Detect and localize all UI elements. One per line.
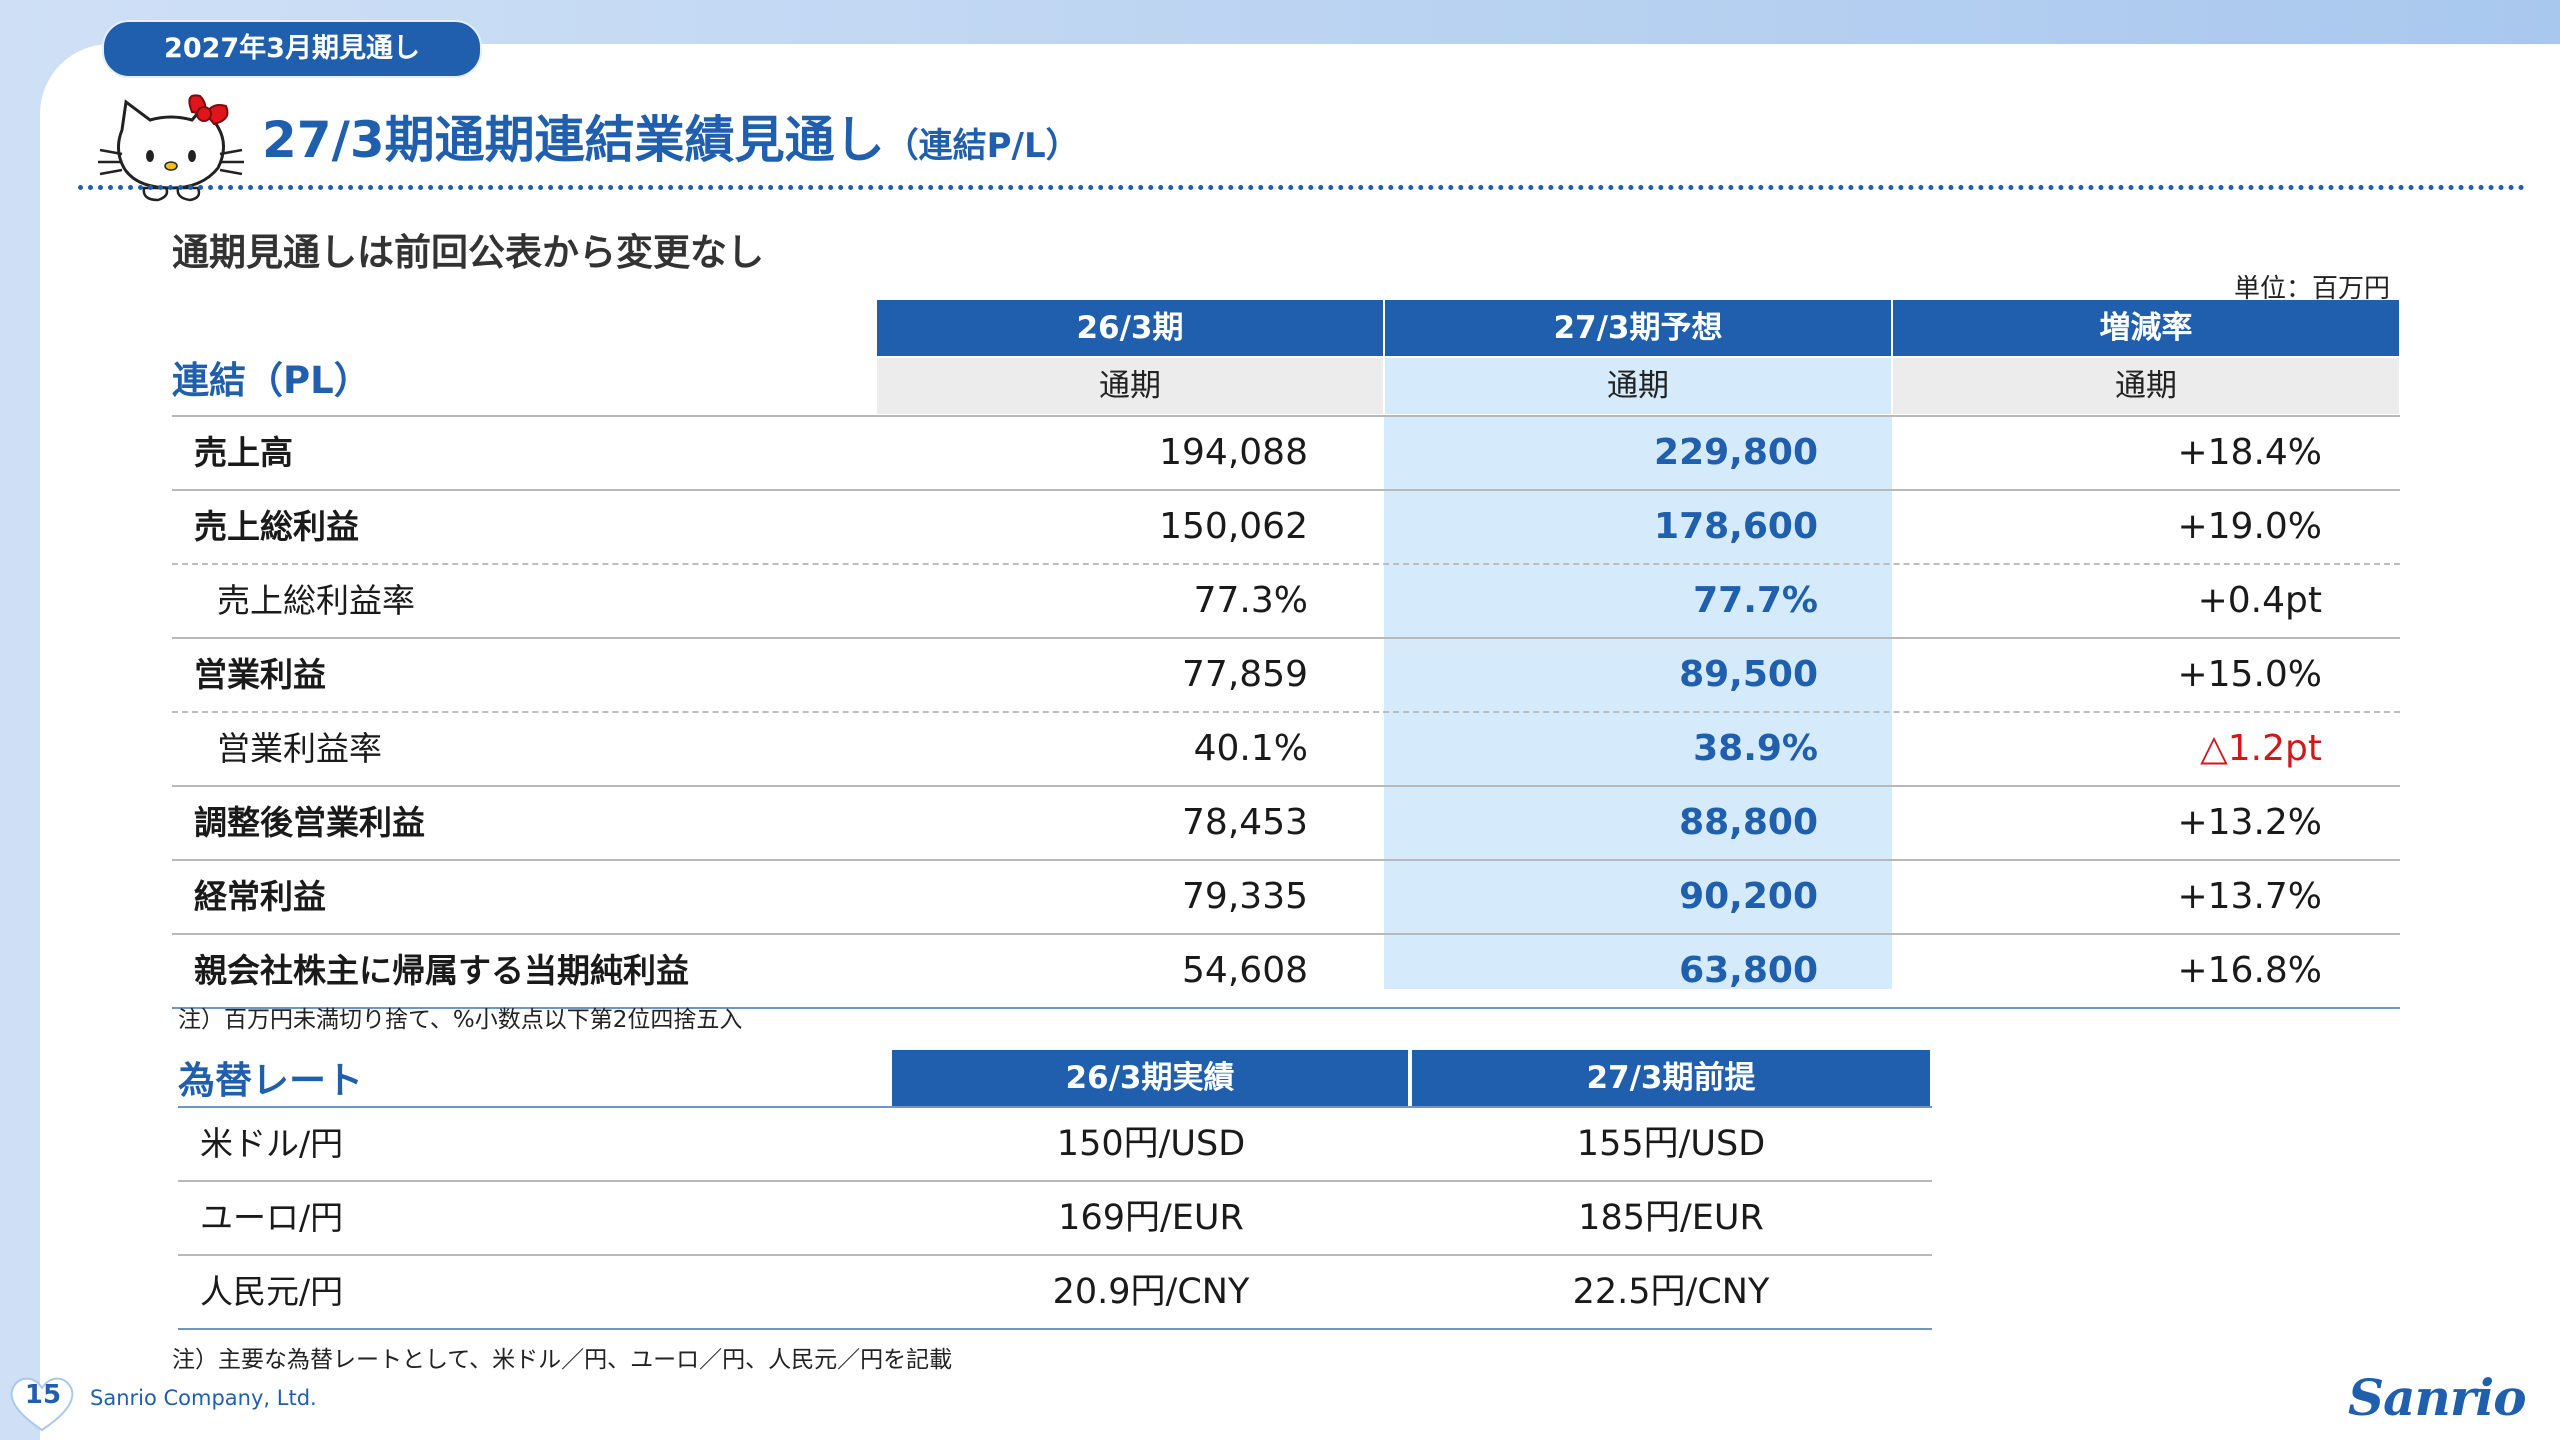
forecast-value: 178,600: [1654, 506, 1818, 547]
title-main: 27/3期通期連結業績見通し: [262, 111, 885, 169]
heart-icon: [10, 1377, 74, 1432]
pl-footnote: 注）百万円未満切り捨て、%小数点以下第2位四捨五入: [178, 1007, 743, 1033]
actual-rate: 150円/USD: [1056, 1124, 1246, 1164]
forecast-value: 89,500: [1679, 654, 1818, 695]
forecast-value: 63,800: [1679, 950, 1818, 991]
prior-value: 77.3%: [1193, 580, 1308, 621]
prior-value: 150,062: [1159, 506, 1308, 547]
prior-value: 79,335: [1182, 876, 1308, 917]
prior-value: 77,859: [1182, 654, 1308, 695]
assumed-rate: 185円/EUR: [1578, 1198, 1764, 1238]
change-value: +16.8%: [2177, 950, 2322, 991]
pl-table-caption: 連結（PL）: [172, 359, 371, 402]
table-row: 営業利益 77,859 89,500 +15.0%: [172, 637, 2400, 711]
row-label: 調整後営業利益: [194, 803, 425, 842]
forecast-value: 38.9%: [1693, 728, 1818, 769]
fx-col-header-assumption: 27/3期前提: [1412, 1050, 1930, 1106]
row-label: ユーロ/円: [200, 1198, 344, 1237]
row-label: 営業利益: [194, 655, 326, 694]
pl-subheader-forecast: 通期: [1385, 358, 1891, 414]
prior-value: 78,453: [1182, 802, 1308, 843]
fx-footnote: 注）主要な為替レートとして、米ドル／円、ユーロ／円、人民元／円を記載: [172, 1347, 953, 1373]
summary-heading: 通期見通しは前回公表から変更なし: [172, 231, 764, 274]
row-label: 営業利益率: [217, 729, 382, 768]
pl-col-header-prior: 26/3期: [877, 300, 1383, 356]
row-label: 売上総利益: [194, 507, 359, 546]
row-label: 経常利益: [194, 877, 326, 916]
change-value-negative: △1.2pt: [2200, 728, 2322, 769]
pl-col-header-forecast: 27/3期予想: [1385, 300, 1891, 356]
table-row: ユーロ/円 169円/EUR 185円/EUR: [178, 1180, 1932, 1254]
row-label: 売上高: [194, 433, 293, 472]
pl-subheader-change: 通期: [1893, 358, 2399, 414]
actual-rate: 169円/EUR: [1058, 1198, 1244, 1238]
page-number: 15: [24, 1380, 62, 1410]
unit-label: 単位：百万円: [2233, 274, 2390, 304]
change-value: +0.4pt: [2197, 580, 2322, 621]
row-label: 人民元/円: [200, 1272, 344, 1311]
table-row: 親会社株主に帰属する当期純利益 54,608 63,800 +16.8%: [172, 933, 2400, 1009]
period-badge: 2027年3月期見通し: [102, 20, 482, 78]
prior-value: 54,608: [1182, 950, 1308, 991]
sanrio-logo: Sanrio: [2348, 1368, 2527, 1427]
forecast-value: 229,800: [1654, 432, 1818, 473]
change-value: +18.4%: [2177, 432, 2322, 473]
hello-kitty-illustration: [98, 94, 244, 202]
pl-col-header-change: 増減率: [1893, 300, 2399, 356]
table-row: 米ドル/円 150円/USD 155円/USD: [178, 1106, 1932, 1180]
assumed-rate: 155円/USD: [1576, 1124, 1766, 1164]
table-row: 経常利益 79,335 90,200 +13.7%: [172, 859, 2400, 933]
change-value: +15.0%: [2177, 654, 2322, 695]
table-row: 営業利益率 40.1% 38.9% △1.2pt: [172, 711, 2400, 785]
change-value: +13.7%: [2177, 876, 2322, 917]
forecast-column-highlight: [1384, 415, 1892, 989]
fx-table-caption: 為替レート: [178, 1059, 363, 1102]
table-row: 売上総利益率 77.3% 77.7% +0.4pt: [172, 563, 2400, 637]
row-label: 売上総利益率: [217, 581, 415, 620]
forecast-value: 90,200: [1679, 876, 1818, 917]
page-title: 27/3期通期連結業績見通し（連結P/L）: [262, 100, 1080, 172]
table-row: 調整後営業利益 78,453 88,800 +13.2%: [172, 785, 2400, 859]
table-row: 売上高 194,088 229,800 +18.4%: [172, 415, 2400, 489]
table-row: 売上総利益 150,062 178,600 +19.0%: [172, 489, 2400, 563]
title-divider: [78, 185, 2526, 190]
pl-table: 売上高 194,088 229,800 +18.4% 売上総利益 150,062…: [172, 415, 2400, 1009]
fx-col-header-actual: 26/3期実績: [892, 1050, 1408, 1106]
pl-subheader-prior: 通期: [877, 358, 1383, 414]
company-name: Sanrio Company, Ltd.: [90, 1386, 317, 1410]
actual-rate: 20.9円/CNY: [1052, 1272, 1250, 1312]
change-value: +19.0%: [2177, 506, 2322, 547]
forecast-value: 77.7%: [1693, 580, 1818, 621]
row-label: 親会社株主に帰属する当期純利益: [194, 951, 689, 990]
table-row: 人民元/円 20.9円/CNY 22.5円/CNY: [178, 1254, 1932, 1330]
assumed-rate: 22.5円/CNY: [1572, 1272, 1770, 1312]
fx-table: 米ドル/円 150円/USD 155円/USD ユーロ/円 169円/EUR 1…: [178, 1106, 1932, 1330]
prior-value: 194,088: [1159, 432, 1308, 473]
forecast-value: 88,800: [1679, 802, 1818, 843]
prior-value: 40.1%: [1193, 728, 1308, 769]
title-suffix: （連結P/L）: [884, 126, 1080, 166]
row-label: 米ドル/円: [200, 1124, 344, 1163]
change-value: +13.2%: [2177, 802, 2322, 843]
slide-panel: [40, 44, 2560, 1440]
